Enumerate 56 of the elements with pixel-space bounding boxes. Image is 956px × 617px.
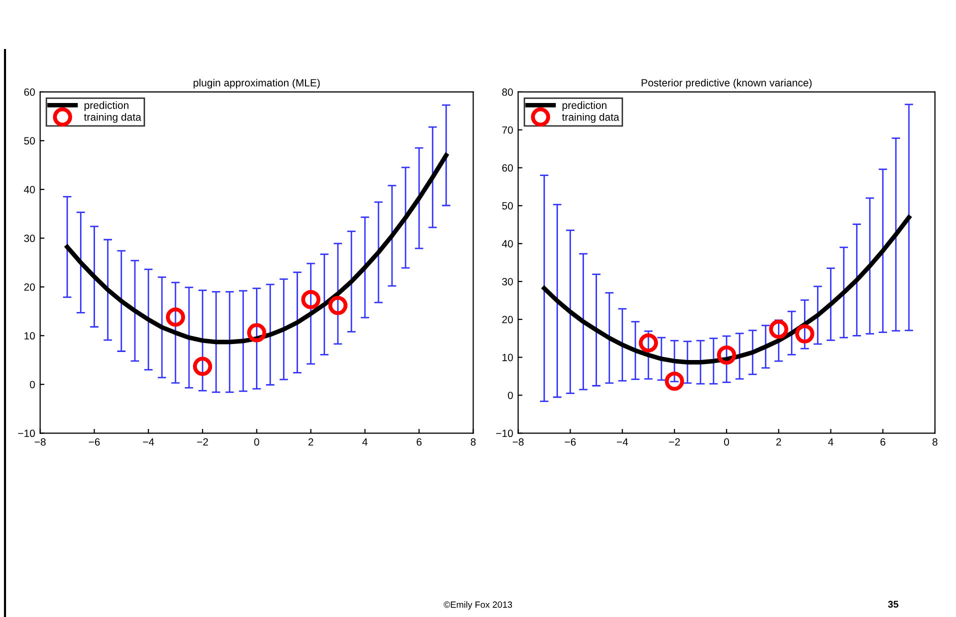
legend-label: prediction: [562, 101, 606, 112]
x-tick-label: 2: [776, 438, 782, 446]
point: [795, 324, 814, 344]
line-series: [542, 215, 912, 364]
x-tick-label: −6: [564, 438, 576, 446]
y-tick-label: 10: [502, 354, 513, 362]
legend-label: training data: [84, 113, 142, 123]
point: [638, 333, 658, 352]
point: [301, 290, 320, 310]
y-tick-label: 50: [502, 202, 513, 210]
point: [328, 296, 348, 316]
x-tick-label: 2: [308, 438, 314, 446]
y-tick-label: 50: [24, 137, 35, 145]
x-tick-label: 4: [362, 438, 368, 446]
chart-title: plugin approximation (MLE): [194, 78, 320, 89]
x-tick-label: −2: [669, 438, 680, 446]
point: [769, 320, 788, 339]
y-tick-label: 60: [502, 164, 513, 172]
y-tick-label: 0: [508, 392, 513, 400]
text: 35: [888, 600, 898, 608]
legend-label: training data: [562, 113, 620, 123]
x-tick-label: 8: [932, 438, 938, 446]
x-tick-label: 6: [416, 438, 422, 446]
chart-title: Posterior predictive (known variance): [642, 78, 812, 89]
x-tick-label: 0: [254, 438, 260, 446]
x-tick-label: 8: [470, 438, 476, 446]
x-tick-label: −6: [88, 438, 100, 446]
point: [247, 323, 266, 342]
legend-label: prediction: [84, 101, 128, 112]
point: [716, 345, 736, 365]
y-tick-label: −10: [18, 430, 35, 438]
x-tick-label: 6: [880, 438, 886, 446]
y-tick-label: 10: [24, 332, 35, 340]
y-tick-label: 70: [502, 126, 513, 134]
text: ©Emily Fox 2013: [444, 601, 512, 610]
x-tick-label: 4: [828, 438, 834, 446]
x-tick-label: −4: [616, 438, 628, 446]
y-tick-label: 20: [24, 283, 35, 291]
x-tick-label: 0: [724, 438, 730, 446]
y-tick-label: 80: [502, 88, 513, 96]
point: [192, 356, 212, 376]
y-tick-label: −10: [496, 430, 513, 438]
y-tick-label: 20: [502, 316, 513, 324]
y-tick-label: 30: [24, 234, 35, 242]
x-tick-label: −8: [512, 438, 524, 446]
y-tick-label: 40: [502, 240, 513, 248]
y-tick-label: 0: [30, 380, 35, 388]
y-tick-label: 60: [24, 88, 35, 96]
point: [664, 372, 684, 391]
y-tick-label: 30: [502, 278, 513, 286]
x-tick-label: −2: [197, 438, 208, 446]
x-tick-label: −4: [142, 438, 154, 446]
point: [166, 308, 186, 327]
line-series: [64, 153, 448, 344]
x-tick-label: −8: [34, 438, 46, 446]
y-tick-label: 40: [24, 186, 35, 194]
